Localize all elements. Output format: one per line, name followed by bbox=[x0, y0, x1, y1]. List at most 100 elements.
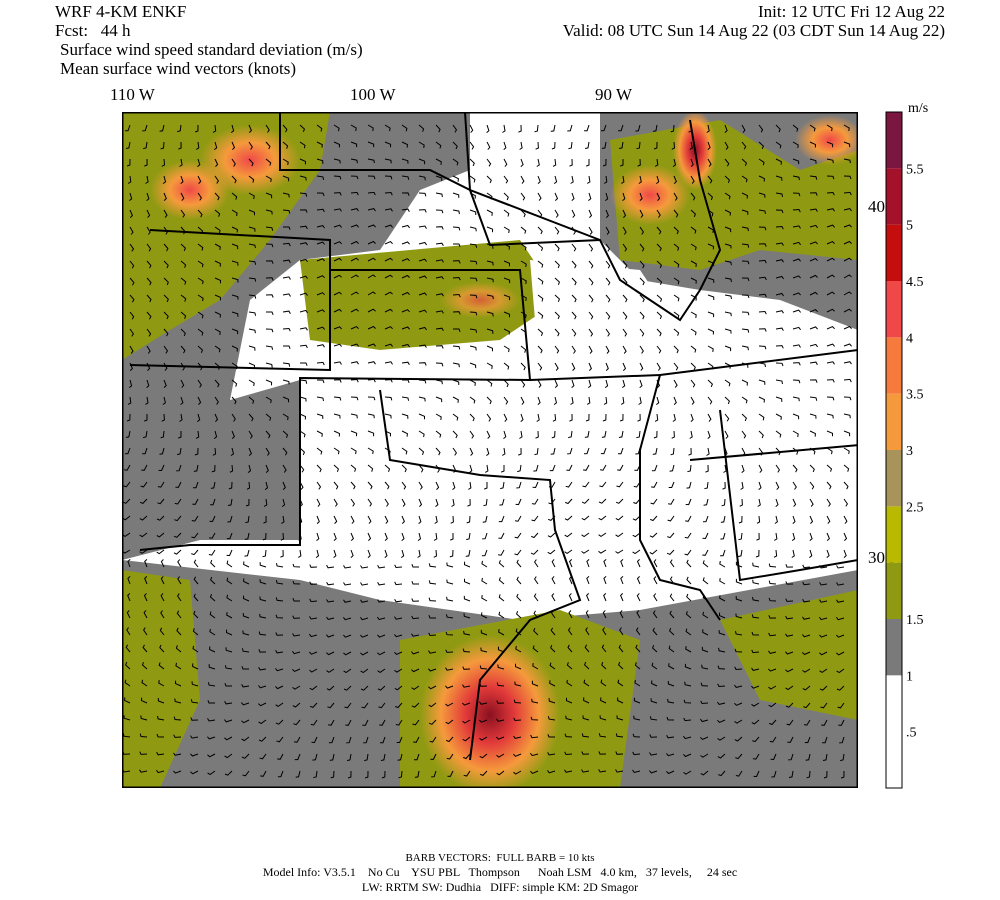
wind-barb bbox=[208, 549, 216, 556]
wind-barb bbox=[142, 627, 148, 636]
wind-barb bbox=[180, 396, 184, 405]
wind-barb bbox=[735, 561, 743, 568]
wind-barb bbox=[585, 627, 590, 636]
wind-barb bbox=[435, 345, 444, 349]
wind-barb bbox=[398, 770, 403, 779]
wind-barb bbox=[520, 226, 527, 234]
wind-barb bbox=[826, 257, 835, 262]
wind-barb bbox=[229, 464, 234, 473]
wind-barb bbox=[802, 581, 811, 586]
wind-barb bbox=[516, 576, 522, 585]
wind-barb bbox=[394, 581, 403, 586]
wind-barb bbox=[258, 667, 267, 671]
wind-barb bbox=[690, 158, 694, 167]
wind-barb bbox=[156, 532, 165, 538]
wind-barb bbox=[533, 593, 539, 602]
wind-barb bbox=[843, 549, 847, 558]
wind-barb bbox=[826, 274, 835, 279]
wind-barb bbox=[226, 594, 233, 602]
wind-barb bbox=[452, 481, 456, 490]
wind-barb bbox=[299, 124, 305, 132]
wind-barb bbox=[581, 733, 590, 738]
wind-barb bbox=[636, 141, 641, 150]
wind-barb bbox=[163, 209, 168, 218]
field-region bbox=[122, 570, 200, 788]
wind-barb bbox=[265, 345, 274, 350]
wind-barb bbox=[724, 328, 732, 334]
wind-barb bbox=[384, 498, 389, 507]
wind-barb bbox=[481, 577, 488, 585]
wind-barb bbox=[350, 308, 359, 313]
wind-barb bbox=[173, 734, 182, 738]
wind-barb bbox=[588, 311, 594, 320]
wind-barb bbox=[838, 719, 845, 726]
wind-barb bbox=[124, 697, 131, 704]
wind-barb bbox=[401, 549, 405, 558]
wind-barb bbox=[843, 124, 850, 131]
wind-barb bbox=[282, 242, 291, 247]
wind-barb bbox=[618, 644, 624, 653]
wind-barb bbox=[792, 309, 801, 313]
wind-barb bbox=[140, 715, 148, 721]
wind-barb bbox=[633, 498, 641, 505]
wind-barb bbox=[690, 413, 694, 422]
wind-barb bbox=[802, 599, 811, 603]
wind-barb bbox=[669, 627, 675, 636]
wind-barb bbox=[686, 559, 692, 568]
wind-barb bbox=[822, 753, 828, 761]
state-border bbox=[689, 444, 858, 461]
wind-barb bbox=[809, 498, 814, 507]
wind-barb bbox=[656, 192, 661, 201]
wind-barb bbox=[602, 627, 607, 636]
wind-barb bbox=[684, 532, 692, 539]
wind-barb bbox=[758, 175, 765, 182]
wind-barb bbox=[843, 325, 852, 330]
colorbar-segment bbox=[886, 224, 902, 281]
wind-barb bbox=[724, 294, 732, 300]
wind-barb bbox=[554, 277, 560, 285]
wind-barb bbox=[316, 430, 323, 437]
wind-barb bbox=[690, 260, 697, 267]
wind-barb bbox=[654, 158, 659, 167]
wind-barb bbox=[649, 734, 658, 738]
wind-barb bbox=[463, 561, 471, 568]
wind-barb bbox=[571, 209, 576, 218]
wind-barb bbox=[180, 345, 186, 354]
wind-barb bbox=[486, 311, 494, 317]
wind-barb bbox=[724, 277, 732, 283]
wind-barb bbox=[299, 447, 305, 456]
wind-barb bbox=[667, 532, 675, 539]
wind-barb bbox=[428, 650, 437, 654]
longitude-label: 110 W bbox=[110, 85, 156, 104]
wind-barb bbox=[262, 532, 267, 541]
wind-barb bbox=[481, 612, 488, 619]
wind-barb bbox=[792, 275, 801, 279]
wind-barb bbox=[230, 124, 235, 133]
wind-barb bbox=[292, 580, 301, 585]
wind-barb bbox=[452, 141, 458, 150]
wind-barb bbox=[350, 257, 359, 262]
wind-barb bbox=[843, 191, 852, 196]
wind-barb bbox=[276, 562, 284, 568]
wind-barb bbox=[503, 158, 508, 167]
wind-barb bbox=[550, 644, 556, 653]
wind-barb bbox=[207, 682, 216, 687]
wind-barb bbox=[707, 345, 714, 352]
wind-barb bbox=[452, 362, 460, 368]
wind-barb bbox=[467, 498, 471, 507]
wind-barb bbox=[724, 430, 729, 439]
wind-barb bbox=[751, 667, 760, 671]
wind-barb bbox=[804, 736, 811, 744]
wind-barb bbox=[809, 274, 818, 279]
wind-barb bbox=[129, 328, 135, 337]
wind-barb bbox=[667, 515, 675, 522]
wind-barb bbox=[723, 464, 727, 473]
wind-barb bbox=[618, 430, 624, 438]
wind-barb bbox=[551, 576, 556, 585]
wind-barb bbox=[768, 615, 777, 619]
wind-barb bbox=[435, 362, 444, 367]
wind-barb bbox=[394, 616, 403, 620]
wind-barb bbox=[741, 379, 748, 386]
wind-barb bbox=[775, 379, 783, 385]
wind-barb bbox=[752, 579, 760, 585]
